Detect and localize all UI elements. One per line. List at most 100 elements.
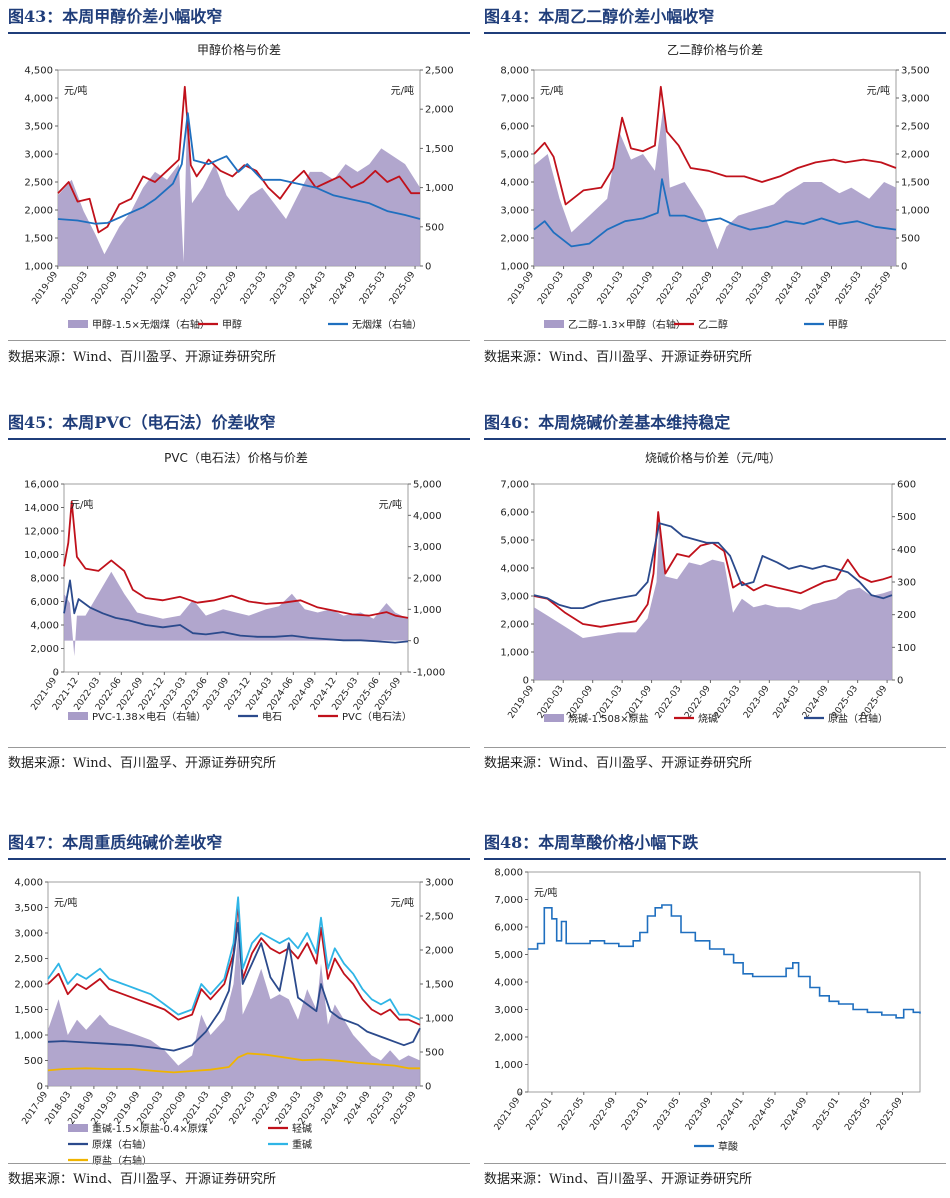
ytick-left-label: 2,000 (494, 1033, 523, 1044)
ytick-left-label: 2,500 (14, 954, 43, 965)
legend-label: 草酸 (718, 1140, 738, 1153)
ytick-right-label: 2,500 (425, 66, 454, 77)
xtick-label: 2024-09 (780, 1096, 810, 1133)
unit-right-label: 元/吨 (867, 84, 890, 97)
unit-right-label: 元/吨 (391, 84, 414, 97)
source-divider (484, 1163, 946, 1164)
legend-label: 乙二醇 (698, 318, 728, 331)
ytick-right-label: 2,500 (425, 912, 454, 923)
ytick-left-label: 3,500 (14, 903, 43, 914)
ytick-left-label: 3,000 (14, 929, 43, 940)
xtick-label: 2024-09 (801, 684, 831, 721)
ytick-left-label: 6,000 (494, 923, 523, 934)
series-line-4 (47, 1052, 420, 1074)
ytick-right-label: 2,500 (901, 122, 930, 133)
xtick-label: 2020-03 (536, 270, 566, 307)
xtick-label: 2023-01 (620, 1096, 650, 1133)
unit-right-label: 元/吨 (379, 498, 402, 511)
ytick-left-label: 2,000 (14, 980, 43, 991)
ytick-right-label: 500 (425, 1048, 444, 1059)
unit-left-label: 元/吨 (64, 84, 87, 97)
series-line-2 (57, 112, 421, 225)
figure-title: 图45：本周PVC（电石法）价差收窄 (8, 410, 470, 440)
ytick-right-label: 300 (897, 578, 916, 589)
ytick-left-label: 6,000 (30, 597, 59, 608)
series-line-2 (533, 178, 897, 248)
chart-fig43: 甲醇价格与价差 1,000 1,500 2,000 2,500 3,000 3,500 4,0… (24, 42, 454, 331)
ytick-right-label: 1,500 (425, 980, 454, 991)
ytick-right-label: 2,000 (413, 574, 442, 585)
ytick-left-label: 4,000 (14, 878, 43, 889)
xtick-label: 2021-09 (626, 270, 656, 307)
ytick-right-label: 3,500 (901, 66, 930, 77)
xtick-label: 2023-09 (745, 270, 775, 307)
ytick-right-label: 1,000 (425, 1014, 454, 1025)
ytick-right-label: 0 (901, 262, 907, 273)
ytick-left-label: 1,500 (24, 234, 53, 245)
ytick-left-label: 4,000 (24, 94, 53, 105)
xtick-label: 2022-03 (179, 270, 209, 307)
series-line-1 (63, 579, 409, 644)
xtick-label: 2022-01 (525, 1096, 555, 1133)
legend-swatch (68, 1124, 88, 1132)
ytick-right-label: 500 (425, 222, 444, 233)
panel-fig44: 图44：本周乙二醇价差小幅收窄 乙二醇价格与价差 1,000 2,000 3,000 4… (484, 4, 946, 394)
xtick-label: 2019-09 (506, 270, 536, 307)
xtick-label: 2024-03 (771, 684, 801, 721)
figure-title: 图44：本周乙二醇价差小幅收窄 (484, 4, 946, 34)
data-source: 数据来源：Wind、百川盈孚、开源证券研究所 (8, 1172, 276, 1187)
ytick-right-label: 2,000 (901, 150, 930, 161)
data-source: 数据来源：Wind、百川盈孚、开源证券研究所 (484, 350, 752, 365)
chart-title: 烧碱价格与价差（元/吨） (645, 450, 781, 465)
ytick-left-label: 0 (523, 676, 529, 687)
ytick-left-label: 8,000 (494, 868, 523, 879)
ytick-right-label: 1,500 (425, 144, 454, 155)
xtick-label: 2022-05 (556, 1096, 586, 1133)
xtick-label: 2023-03 (715, 270, 745, 307)
ytick-left-label: 1,500 (14, 1005, 43, 1016)
source-divider (484, 340, 946, 341)
ytick-left-label: 5,000 (494, 950, 523, 961)
xtick-label: 2021-03 (120, 270, 150, 307)
xtick-label: 2020-03 (60, 270, 90, 307)
ytick-right-label: 1,000 (901, 206, 930, 217)
xtick-label: 2023-09 (684, 1096, 714, 1133)
legend-label: 甲醇-1.5×无烟煤（右轴） (92, 318, 210, 331)
unit-left-label: 元/吨 (534, 886, 557, 899)
ytick-left-label: 5,000 (500, 150, 529, 161)
series-line-2 (533, 522, 893, 609)
chart-title: PVC（电石法）价格与价差 (164, 450, 308, 465)
chart-title: 甲醇价格与价差 (197, 42, 281, 57)
figure-title: 图47：本周重质纯碱价差收窄 (8, 830, 470, 860)
plot-frame (63, 483, 409, 673)
legend-label: 轻碱 (292, 1122, 312, 1135)
xtick-label: 2025-03 (358, 270, 388, 307)
ytick-right-label: 3,000 (425, 878, 454, 889)
ytick-left-label: 2,000 (500, 620, 529, 631)
ytick-right-label: 1,500 (901, 178, 930, 189)
xtick-label: 2024-09 (804, 270, 834, 307)
ytick-left-label: 2,000 (500, 234, 529, 245)
ytick-left-label: 2,000 (24, 206, 53, 217)
source-divider (8, 747, 470, 748)
ytick-left-label: 7,000 (500, 94, 529, 105)
chart-title: 乙二醇价格与价差 (667, 42, 763, 57)
data-source: 数据来源：Wind、百川盈孚、开源证券研究所 (484, 1172, 752, 1187)
ytick-right-label: 2,000 (425, 946, 454, 957)
xtick-label: 2021-03 (596, 270, 626, 307)
source-divider (8, 340, 470, 341)
ytick-left-label: 5,000 (500, 536, 529, 547)
legend-label: 乙二醇-1.3×甲醇（右轴） (568, 318, 686, 331)
chart-fig47: 0 500 1,000 1,500 2,000 2,500 3,000 3,500 4,000 0… (14, 878, 454, 1168)
xtick-label: 2025-09 (864, 270, 894, 307)
legend-label: 烧碱-1.508×原盐 (568, 712, 649, 725)
panel-fig48: 图48：本周草酸价格小幅下跌 01,0002,0003,0004,0005,00… (484, 830, 946, 1195)
legend-label: PVC-1.38×电石（右轴） (92, 710, 206, 723)
legend-label: 烧碱 (698, 712, 718, 725)
ytick-right-label: -1,000 (413, 668, 445, 679)
xtick-label: 2019-09 (30, 270, 60, 307)
ytick-right-label: 0 (897, 676, 903, 687)
unit-left-label: 元/吨 (540, 84, 563, 97)
xtick-label: 2022-09 (685, 270, 715, 307)
ytick-left-label: 0 (37, 1082, 43, 1093)
